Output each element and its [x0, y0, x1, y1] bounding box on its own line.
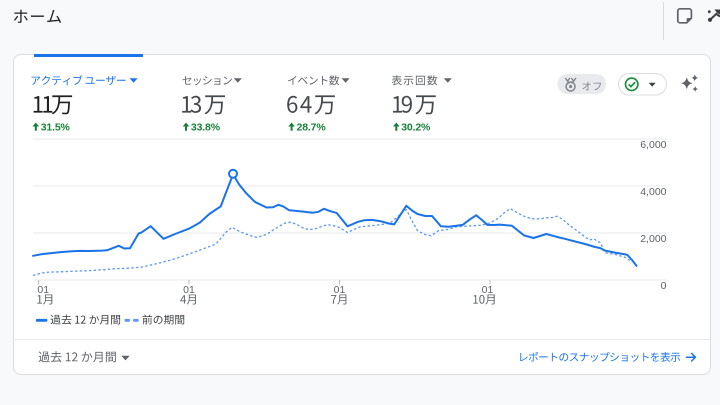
svg-text:01: 01 — [482, 284, 494, 296]
svg-text:01: 01 — [334, 284, 346, 296]
svg-text:6,000: 6,000 — [640, 139, 666, 151]
svg-text:4,000: 4,000 — [640, 186, 666, 198]
svg-text:0: 0 — [661, 280, 667, 292]
svg-text:28.7%: 28.7% — [297, 121, 327, 133]
svg-text:2,000: 2,000 — [640, 233, 666, 245]
svg-text:31.5%: 31.5% — [41, 121, 71, 133]
svg-text:30.2%: 30.2% — [401, 121, 431, 133]
svg-text:33.8%: 33.8% — [191, 121, 221, 133]
svg-text:01: 01 — [183, 284, 195, 296]
svg-text:01: 01 — [37, 284, 49, 296]
